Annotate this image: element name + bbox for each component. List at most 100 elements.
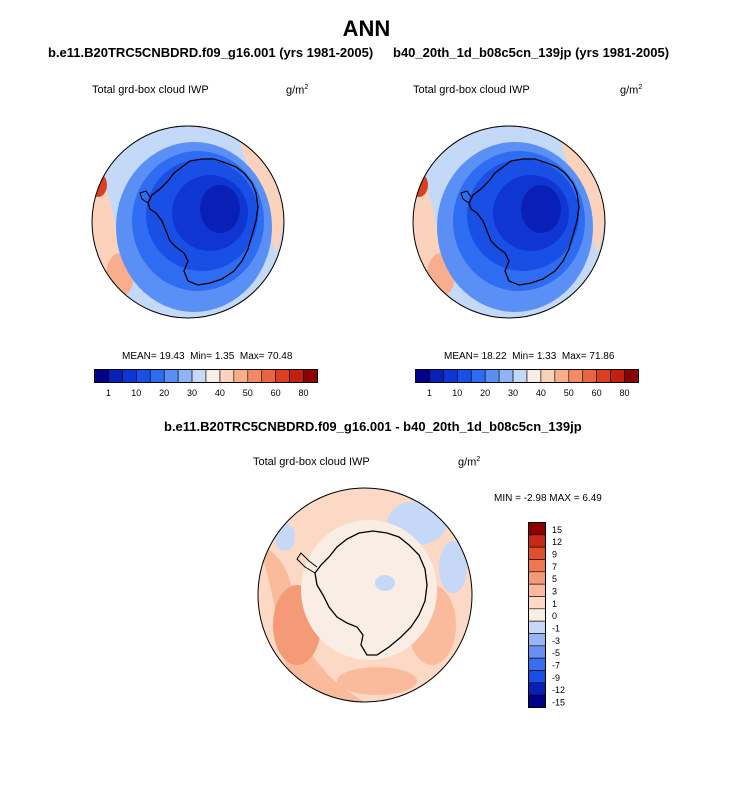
panel1-colorbar-swatch-12 — [261, 369, 276, 383]
panel1-mean-label: MEAN= — [122, 351, 157, 362]
diff-map-border — [257, 487, 473, 703]
panel2-colorbar-swatch-14 — [610, 369, 625, 383]
panel2-colorbar-labels: 1 10 20 30 40 50 60 80 — [427, 388, 630, 398]
panel1-colorbar-tick-label-7: 80 — [299, 388, 309, 398]
panel1-colorbar-swatch-1 — [108, 369, 123, 383]
diff-colorbar-tick-label-5: 3 — [552, 587, 557, 597]
panel2-colorbar-swatch-8 — [526, 369, 542, 383]
panel2-colorbar-swatch-13 — [596, 369, 611, 383]
diff-colorbar-tick-label-0: 15 — [552, 525, 562, 535]
panel2-colorbar-swatch-10 — [554, 369, 570, 383]
diff-warm-west-sector — [259, 545, 367, 702]
panel1-colorbar-swatch-8 — [205, 369, 221, 383]
panel1-plateau-core — [200, 185, 240, 233]
panel1-colorbar-swatch-9 — [219, 369, 235, 383]
panel1-colorbar-tick-label-3: 30 — [187, 388, 197, 398]
panel2-colorbar-swatch-0 — [415, 369, 430, 383]
diff-colorbar-swatch-10 — [528, 645, 546, 659]
diff-colorbar-tick-label-6: 1 — [552, 599, 557, 609]
diff-coastline — [314, 530, 428, 656]
panel2-units: g/m2 — [620, 84, 642, 97]
panel1-coastline — [147, 158, 259, 286]
panel2-units-exp: 2 — [638, 84, 643, 91]
diff-colorbar-swatch-2 — [528, 546, 546, 560]
diff-colorbar-swatch-5 — [528, 583, 546, 597]
panel1-colorbar-tick-label-5: 50 — [243, 388, 253, 398]
panel1-units-exp: 2 — [304, 84, 309, 91]
diff-colorbar-tick-label-13: -12 — [552, 685, 565, 695]
panel2-coastline — [468, 158, 580, 286]
panel2-colorbar-tick-label-3: 30 — [508, 388, 518, 398]
panel2-max-value: 71.86 — [589, 351, 615, 362]
panel1-colorbar-swatch-15 — [303, 369, 318, 383]
panel1-colorbar-labels: 1 10 20 30 40 50 60 80 — [106, 388, 309, 398]
panel2-colorbar-swatch-5 — [484, 369, 500, 383]
panel2-colorbar-swatch-6 — [498, 369, 514, 383]
panel2-colorbar-swatch-4 — [470, 369, 486, 383]
panel2-units-base: g/m — [620, 84, 639, 97]
panel2-colorbar-tick-label-6: 60 — [592, 388, 602, 398]
diff-cool-east — [439, 541, 467, 593]
panel1-case-label: b.e11.B20TRC5CNBDRD.f09_g16.001 (yrs 198… — [48, 45, 374, 60]
panel2-colorbar-tick-label-1: 10 — [452, 388, 462, 398]
panel2-min-value: 1.33 — [536, 351, 557, 362]
diff-colorbar-tick-label-10: -5 — [552, 648, 560, 658]
diff-colorbar-tick-label-1: 12 — [552, 537, 562, 547]
panel2-variable-label: Total grd-box cloud IWP — [413, 84, 530, 96]
panel1-variable-label: Total grd-box cloud IWP — [92, 84, 209, 96]
diff-continent — [301, 520, 437, 660]
panel2-colorbar-swatch-2 — [443, 369, 458, 383]
panel1-colorbar: 1 10 20 30 40 50 60 80 — [94, 369, 318, 398]
diff-colorbar-tick-label-3: 7 — [552, 562, 557, 572]
panel1-map — [91, 125, 285, 319]
panel2-colorbar-swatches — [415, 369, 639, 383]
panel2-colorbar-swatch-3 — [457, 369, 472, 383]
diff-colorbar-tick-label-12: -9 — [552, 673, 560, 683]
panel1-peninsula — [139, 190, 151, 204]
panel1-colorbar-swatch-0 — [94, 369, 109, 383]
diff-colorbar: 15 12 9 7 5 3 1 0 -1 -3 -5 -7 -9 -12 -15 — [528, 522, 565, 708]
diff-colorbar-swatch-8 — [528, 620, 546, 634]
panel2-colorbar: 1 10 20 30 40 50 60 80 — [415, 369, 639, 398]
panel1-max-label: Max= — [239, 351, 265, 362]
diff-colorbar-swatches — [528, 522, 546, 708]
diff-colorbar-tick-label-8: -1 — [552, 624, 560, 634]
diff-colorbar-swatch-11 — [528, 657, 546, 671]
diff-cool-northwest — [275, 523, 295, 551]
panel1-colorbar-tick-label-1: 10 — [131, 388, 141, 398]
panel1-colorbar-swatch-13 — [275, 369, 290, 383]
panel1-max-northeast — [252, 126, 284, 148]
panel2-peninsula — [460, 190, 472, 204]
panel1-stats: MEAN= 19.43 Min= 1.35 Max= 70.48 — [122, 351, 292, 362]
panel2-map-border — [412, 125, 606, 319]
panel1-colorbar-swatch-7 — [191, 369, 207, 383]
diff-colorbar-swatch-1 — [528, 534, 546, 548]
panel1-colorbar-swatch-11 — [247, 369, 263, 383]
panel1-units: g/m2 — [286, 84, 308, 97]
diff-colorbar-labels: 15 12 9 7 5 3 1 0 -1 -3 -5 -7 -9 -12 -15 — [552, 525, 565, 708]
diff-cool-interior — [375, 575, 395, 591]
diff-colorbar-tick-label-9: -3 — [552, 636, 560, 646]
panel2-map — [412, 125, 606, 319]
panel2-colorbar-outline — [415, 369, 639, 383]
diff-colorbar-swatch-7 — [528, 608, 546, 622]
panel2-colorbar-swatch-11 — [568, 369, 584, 383]
panel1-colorbar-tick-label-6: 60 — [271, 388, 281, 398]
panel2-colorbar-swatch-12 — [582, 369, 597, 383]
panel2-colorbar-tick-label-5: 50 — [564, 388, 574, 398]
panel1-min-label: Min= — [190, 351, 213, 362]
diff-colorbar-outline — [528, 522, 546, 708]
diff-colorbar-swatch-3 — [528, 559, 546, 573]
panel1-colorbar-swatch-2 — [122, 369, 137, 383]
panel2-case-label: b40_20th_1d_b08c5cn_139jp (yrs 1981-2005… — [393, 45, 670, 60]
panel1-min-value: 1.35 — [214, 351, 235, 362]
diff-minmax: MIN = -2.98 MAX = 6.49 — [494, 493, 602, 504]
panel2-colorbar-swatch-1 — [429, 369, 444, 383]
panel1-colorbar-swatches — [94, 369, 318, 383]
diff-colorbar-tick-label-4: 5 — [552, 574, 557, 584]
panel1-colorbar-swatch-3 — [136, 369, 151, 383]
diff-colorbar-tick-label-11: -7 — [552, 661, 560, 671]
panel1-colorbar-swatch-14 — [289, 369, 304, 383]
panel2-max-northeast — [573, 126, 605, 148]
panel1-colorbar-swatch-5 — [163, 369, 179, 383]
